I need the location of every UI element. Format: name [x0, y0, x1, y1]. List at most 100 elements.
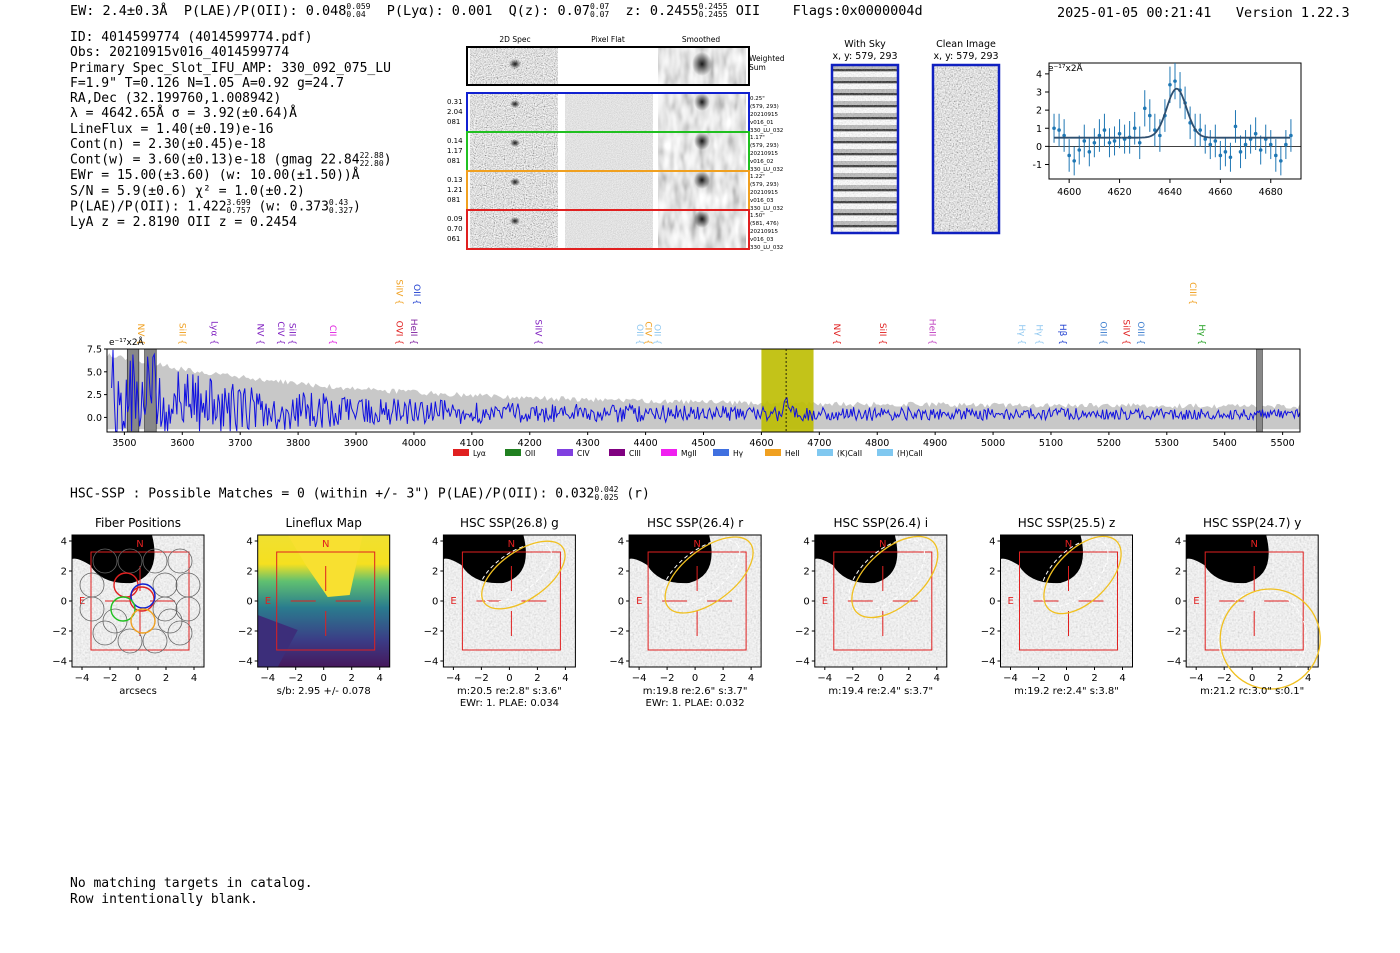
zoom-data-point [1137, 140, 1142, 145]
panel-xtick-label: −2 [103, 673, 118, 684]
zoom-data-point [1092, 140, 1097, 145]
cutout-2dspec [470, 172, 558, 209]
cutout-left-label: 0.70 [447, 225, 463, 233]
cutout-right-label: 0.25" [750, 96, 765, 102]
panel-east-label: E [1193, 596, 1199, 607]
zoom-data-point [1117, 131, 1122, 136]
spec-legend-label: (H)CaII [897, 449, 923, 458]
cutout-right-label: 330_LU_032 [750, 128, 783, 134]
cutout-2dspec [470, 94, 558, 131]
panel-xtick-label: −4 [1189, 673, 1204, 684]
info-plae-hi: 3.699 [226, 197, 251, 207]
panel-ytick-label: 2 [803, 567, 809, 578]
panel-ytick-label: 4 [618, 537, 624, 548]
cutout-row-3: 0.13 1.21 081 1.22" (579, 293) 20210915 v016_0… [447, 170, 783, 212]
panel-search-box [461, 551, 561, 651]
spec-legend-swatch [661, 449, 677, 456]
info-contw: Cont(w) = 3.60(±0.13)e-18 (gmag 22.8422.… [70, 151, 392, 169]
spec-line-label: SiIV { [394, 279, 404, 305]
fiber-circle-highlight [130, 583, 156, 609]
fiber-circle-highlight [110, 596, 136, 622]
clean-image-coords: x, y: 579, 293 [933, 51, 998, 62]
panel-aperture-ellipse [1043, 535, 1122, 615]
zoom-data-point [1284, 142, 1288, 147]
panel-search-box [276, 551, 376, 651]
panel-xtick-label: 4 [1119, 673, 1125, 684]
cutout-2dspec [470, 211, 558, 248]
fiber-circle-highlight [130, 608, 156, 634]
zoom-data-point [1077, 148, 1082, 152]
zoom-ytick-label: 2 [1036, 106, 1042, 117]
zoom-data-point [1198, 128, 1202, 132]
cutout-row-2: 0.14 1.17 081 1.17" (579, 293) 20210915 v016_0… [447, 131, 783, 173]
panel-xtick-label: −4 [1003, 673, 1018, 684]
spec-xtick-label: 4900 [923, 438, 947, 449]
imaging-panel-6: HSC SSP(25.5) z N E −4 −2 0 2 4 4 2 0 −2 −4 m:19.2 re… [981, 516, 1133, 697]
imaging-panel-5: HSC SSP(26.4) i N E −4 −2 0 2 4 4 2 0 −2 −4 m:19.4 re… [795, 516, 948, 697]
header-right: 2025-01-05 00:21:41 Version 1.22.3 [1057, 5, 1350, 21]
panel-ytick-label: 2 [61, 567, 67, 578]
cutout-right-label: 330_LU_032 [750, 206, 783, 212]
panel-caption-2: EWr: 1. PLAE: 0.034 [460, 698, 559, 709]
spec-line-label: NV { [831, 324, 841, 345]
panel-caption-1: m:19.4 re:2.4" s:3.7" [828, 686, 933, 697]
zoom-data-point [1132, 126, 1137, 131]
spec-ytick-label: 7.5 [87, 345, 102, 356]
zoom-data-point [1238, 150, 1243, 154]
spec-legend-swatch [765, 449, 781, 456]
cutout-right-label: (579, 293) [750, 143, 779, 149]
zoom-data-point [1213, 139, 1218, 143]
panel-ytick-label: 4 [432, 537, 438, 548]
zoom-data-point [1268, 142, 1273, 147]
zoom-xtick-label: 4660 [1208, 187, 1232, 198]
spec-xtick-label: 4800 [865, 438, 889, 449]
panel-ytick-label: 0 [432, 597, 438, 608]
panel-ytick-label: 0 [61, 597, 67, 608]
panel-title: Fiber Positions [95, 516, 181, 530]
cutout-right-label: 20210915 [750, 151, 778, 157]
info-lyaz: LyA z = 2.8190 OII z = 0.2454 [70, 214, 297, 230]
panel-search-box [90, 551, 190, 651]
cutout-left-label: 0.09 [447, 215, 463, 223]
panel-caption-1: m:19.8 re:2.6" s:3.7" [643, 686, 748, 697]
spec-xtick-label: 3600 [170, 438, 194, 449]
spec-ytick-label: 5.0 [87, 367, 102, 378]
header-qz: Q(z): 0.07 [508, 3, 590, 19]
spec-legend-label: (K)CaII [837, 449, 862, 458]
zoom-data-point [1158, 133, 1162, 138]
panel-xtick-label: −2 [1217, 673, 1232, 684]
panel-search-box [833, 551, 933, 651]
zoom-data-point [1253, 131, 1258, 136]
panel-xtick-label: 4 [191, 673, 197, 684]
info-plae-w-hi: 0.43 [328, 197, 349, 207]
zoom-data-point [1067, 153, 1071, 158]
panel-ytick-label: −4 [424, 657, 439, 668]
header-z-lo: 0.2455 [698, 10, 728, 19]
cutout-2dspec [470, 133, 558, 170]
hsc-summary-lo: 0.025 [594, 493, 619, 502]
spec-xtick-label: 4300 [576, 438, 600, 449]
panel-ytick-label: −2 [424, 627, 439, 638]
spec-xtick-label: 4200 [518, 438, 542, 449]
cutout-source-blob [510, 217, 520, 225]
panel-east-label: E [450, 596, 456, 607]
panel-ytick-label: −2 [52, 627, 67, 638]
spec-line-label: Hγ { [1034, 324, 1044, 345]
header-qz-hi: 0.07 [589, 2, 610, 11]
zoom-data-point [1168, 82, 1172, 87]
cutout-left-label: 081 [447, 196, 460, 204]
panel-ytick-label: 0 [618, 597, 624, 608]
spec-legend-swatch [877, 449, 893, 456]
info-contw-lo: 22.80 [359, 159, 384, 169]
panel-ytick-label: −4 [1166, 657, 1181, 668]
spec-line-label: OVI { [394, 321, 404, 345]
info-contw-hi: 22.88 [359, 151, 384, 161]
header-z-line: OII [735, 3, 761, 19]
info-plae-lo: 0.757 [226, 205, 251, 215]
header-z: z: 0.2455 [625, 3, 699, 19]
zoom-data-point [1218, 153, 1223, 158]
cutout-left-label: 061 [447, 235, 460, 243]
panel-title: HSC SSP(26.4) i [834, 516, 929, 530]
